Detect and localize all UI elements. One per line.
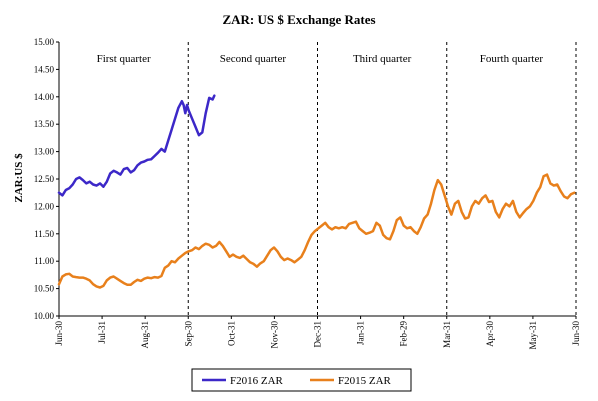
series-line — [57, 173, 576, 289]
legend-label: F2015 ZAR — [338, 375, 392, 387]
x-tick-label: Jul-31 — [97, 321, 107, 344]
y-tick-label: 13.50 — [34, 119, 55, 129]
plot-area — [59, 42, 576, 316]
x-tick-label: Oct-31 — [226, 321, 236, 346]
y-tick-label: 14.50 — [34, 64, 55, 74]
x-tick-label: Dec-31 — [313, 321, 323, 348]
y-tick-label: 12.00 — [34, 201, 55, 211]
y-tick-label: 15.00 — [34, 37, 55, 47]
chart-title: ZAR: US $ Exchange Rates — [222, 12, 375, 27]
x-tick-label: Mar-31 — [442, 321, 452, 348]
series-line — [57, 94, 216, 197]
y-axis-title: ZAR:US $ — [13, 153, 25, 203]
y-tick-label: 11.00 — [34, 256, 54, 266]
x-tick-label: Jan-31 — [356, 321, 366, 345]
x-tick-label: Nov-30 — [269, 321, 279, 349]
plot-background — [59, 42, 576, 316]
legend-label: F2016 ZAR — [230, 375, 284, 387]
y-tick-label: 13.00 — [34, 147, 55, 157]
y-tick-label: 11.50 — [34, 229, 54, 239]
x-tick-label: Jun-30 — [571, 321, 581, 346]
x-tick-label: Feb-29 — [399, 321, 409, 347]
legend: F2016 ZAR F2015 ZAR — [191, 368, 412, 392]
x-tick-label: Apr-30 — [485, 321, 495, 347]
series-lines — [57, 94, 576, 289]
legend-box — [191, 368, 412, 392]
y-tick-label: 14.00 — [34, 92, 55, 102]
quarter-label: Third quarter — [353, 53, 412, 65]
x-tick-label: Jun-30 — [54, 321, 64, 346]
y-tick-label: 10.00 — [34, 311, 55, 321]
y-tick-label: 12.50 — [34, 174, 55, 184]
quarter-label: Fourth quarter — [480, 53, 544, 65]
y-tick-label: 10.50 — [34, 284, 55, 294]
x-tick-label: May-31 — [528, 321, 538, 350]
quarter-label: First quarter — [97, 53, 151, 65]
x-tick-label: Aug-31 — [140, 321, 150, 349]
x-tick-label: Sep-30 — [183, 321, 193, 347]
axes: 10.00 10.50 11.00 11.50 12.00 12.50 13.00 13.50… — [34, 37, 581, 350]
quarter-label: Second quarter — [220, 53, 287, 65]
